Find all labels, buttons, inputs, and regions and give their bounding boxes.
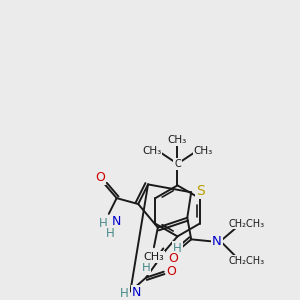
Text: H: H	[98, 217, 107, 230]
Text: C: C	[174, 159, 181, 169]
Text: H: H	[105, 227, 114, 240]
Text: H: H	[142, 261, 151, 274]
Text: O: O	[169, 253, 178, 266]
Text: H: H	[120, 287, 129, 300]
Text: CH₃: CH₃	[143, 252, 164, 262]
Text: CH₃: CH₃	[168, 135, 187, 145]
Text: N: N	[212, 235, 222, 248]
Text: H: H	[173, 242, 182, 255]
Text: CH₂CH₃: CH₂CH₃	[228, 219, 264, 229]
Text: CH₃: CH₃	[193, 146, 213, 156]
Text: N: N	[132, 286, 141, 299]
Text: CH₂CH₃: CH₂CH₃	[228, 256, 264, 266]
Text: O: O	[167, 265, 176, 278]
Text: N: N	[112, 215, 121, 228]
Text: O: O	[95, 171, 105, 184]
Text: S: S	[196, 184, 204, 198]
Text: CH₃: CH₃	[142, 146, 162, 156]
